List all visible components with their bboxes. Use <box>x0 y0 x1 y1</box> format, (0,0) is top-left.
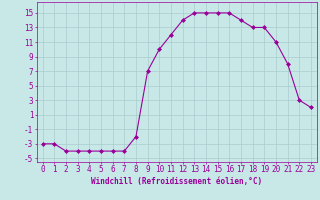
X-axis label: Windchill (Refroidissement éolien,°C): Windchill (Refroidissement éolien,°C) <box>91 177 262 186</box>
